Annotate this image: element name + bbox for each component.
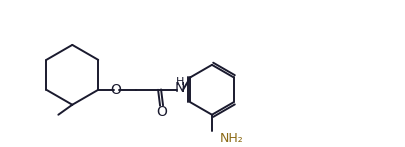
Text: N: N (175, 81, 185, 95)
Text: H: H (175, 77, 184, 87)
Text: O: O (156, 105, 167, 119)
Text: O: O (111, 83, 122, 97)
Text: NH₂: NH₂ (220, 132, 243, 145)
